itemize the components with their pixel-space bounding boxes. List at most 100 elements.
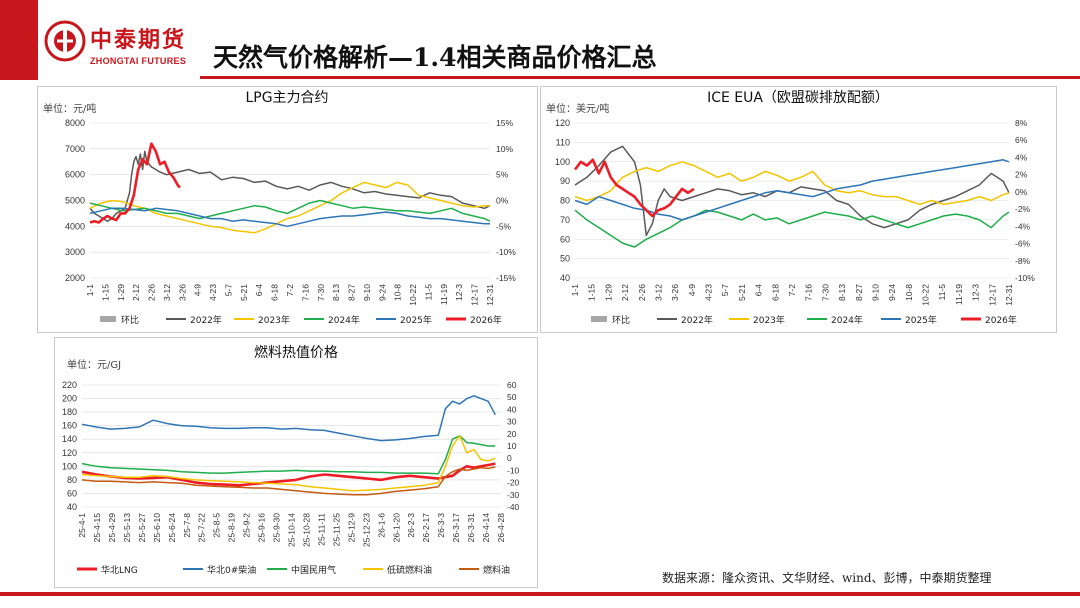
legend-label: 2026年 xyxy=(985,314,1017,326)
data-source: 数据来源：隆众资讯、文华财经、wind、彭博，中泰期货整理 xyxy=(662,571,992,585)
legend-label: 2024年 xyxy=(831,314,863,326)
x-tick-label: 25-10-28 xyxy=(301,513,311,547)
x-tick-label: 1-29 xyxy=(603,284,613,301)
y2-tick-label: 50 xyxy=(507,392,517,402)
x-tick-label: 25-5-27 xyxy=(137,513,147,543)
x-tick-label: 26-1-6 xyxy=(376,513,386,538)
legend-label: 环比 xyxy=(612,314,630,326)
x-tick-label: 2-26 xyxy=(147,284,157,301)
x-tick-label: 12-31 xyxy=(1004,284,1014,306)
x-tick-label: 2-12 xyxy=(620,284,630,301)
x-tick-label: 4-9 xyxy=(687,284,697,297)
brand-bar xyxy=(0,0,38,80)
unit-label: 单位：美元/吨 xyxy=(546,102,609,115)
y-tick-label: 160 xyxy=(62,421,77,431)
y-tick-label: 2000 xyxy=(65,273,85,283)
y-tick-label: 120 xyxy=(62,448,77,458)
series-line-2026年 xyxy=(89,142,181,224)
x-tick-label: 1-29 xyxy=(116,284,126,301)
x-tick-label: 10-22 xyxy=(921,284,931,306)
x-tick-label: 9-24 xyxy=(377,284,387,301)
legend-label: 2022年 xyxy=(190,314,222,326)
legend-label: 2026年 xyxy=(470,314,502,326)
y2-tick-label: -30 xyxy=(507,490,520,500)
x-tick-label: 9-24 xyxy=(887,284,897,301)
y-tick-label: 180 xyxy=(62,407,77,417)
y2-tick-label: -4% xyxy=(1015,221,1031,231)
y-tick-label: 90 xyxy=(560,176,570,186)
series-line-2023年 xyxy=(89,181,490,234)
x-tick-label: 26-2-3 xyxy=(406,513,416,538)
legend-label: 2024年 xyxy=(328,314,360,326)
y-tick-label: 40 xyxy=(67,502,77,512)
x-tick-label: 2-26 xyxy=(637,284,647,301)
y-tick-label: 80 xyxy=(67,475,77,485)
y-tick-label: 100 xyxy=(62,461,77,471)
x-tick-label: 26-3-17 xyxy=(451,513,461,543)
legend-label: 华北0#柴油 xyxy=(207,564,256,576)
x-tick-label: 25-9-30 xyxy=(272,513,282,543)
x-tick-label: 3-26 xyxy=(177,284,187,301)
x-tick-label: 8-27 xyxy=(347,284,357,301)
y-tick-label: 6000 xyxy=(65,170,85,180)
chart-content: ICE EUA（欧盟碳排放配额） 单位：美元/吨 120 110 100 90 80 70 60… xyxy=(546,90,1035,326)
x-tick-label: 5-7 xyxy=(720,284,730,297)
y2-tick-label: 15% xyxy=(496,118,513,128)
x-tick-label: 10-22 xyxy=(408,284,418,306)
y-tick-label: 140 xyxy=(62,434,77,444)
x-tick-label: 26-1-20 xyxy=(391,513,401,543)
x-tick-label: 6-4 xyxy=(254,284,264,297)
y2-tick-label: -5% xyxy=(496,221,512,231)
x-tick-label: 12-31 xyxy=(485,284,495,306)
legend-label: 2023年 xyxy=(258,314,290,326)
series-line-2025年 xyxy=(89,207,490,228)
x-tick-label: 7-16 xyxy=(804,284,814,301)
y-tick-label: 100 xyxy=(555,157,570,167)
chart-panel-lpg: LPG主力合约 单位：元/吨 8000 7000 6000 5000 4000 3000 200… xyxy=(37,86,538,333)
title-divider xyxy=(200,76,1080,79)
y2-tick-label: 40 xyxy=(507,404,517,414)
page-title: 天然气价格解析—1.4相关商品价格汇总 xyxy=(213,43,657,72)
x-tick-label: 7-16 xyxy=(300,284,310,301)
x-tick-label: 5-21 xyxy=(737,284,747,301)
x-tick-label: 25-6-24 xyxy=(167,513,177,543)
unit-label: 单位：元/吨 xyxy=(43,102,96,115)
y2-tick-label: 60 xyxy=(507,380,517,390)
y-tick-label: 3000 xyxy=(65,247,85,257)
x-tick-label: 8-13 xyxy=(331,284,341,301)
y2-tick-label: 4% xyxy=(1015,152,1028,162)
y2-tick-label: 30 xyxy=(507,417,517,427)
legend-label: 2023年 xyxy=(753,314,785,326)
x-tick-label: 2-12 xyxy=(131,284,141,301)
x-tick-label: 25-11-25 xyxy=(331,513,341,547)
x-tick-label: 25-12-9 xyxy=(346,513,356,543)
chart-panel-eua: ICE EUA（欧盟碳排放配额） 单位：美元/吨 120 110 100 90 80 70 60… xyxy=(540,86,1057,333)
unit-label: 单位：元/GJ xyxy=(67,358,121,371)
x-tick-label: 6-18 xyxy=(770,284,780,301)
legend-label: 燃料油 xyxy=(483,564,510,576)
y2-tick-label: 10% xyxy=(496,144,513,154)
x-tick-label: 4-9 xyxy=(193,284,203,297)
x-tick-label: 12-3 xyxy=(454,284,464,301)
bottom-divider xyxy=(0,592,1080,596)
y-tick-label: 70 xyxy=(560,215,570,225)
chart-title: ICE EUA（欧盟碳排放配额） xyxy=(707,90,889,106)
y2-tick-label: 6% xyxy=(1015,135,1028,145)
x-tick-label: 11-19 xyxy=(954,284,964,305)
y2-tick-label: 0 xyxy=(507,453,512,463)
y2-tick-label: 8% xyxy=(1015,118,1028,128)
x-tick-label: 11-5 xyxy=(937,284,947,301)
x-tick-label: 1-15 xyxy=(587,284,597,301)
chart-content: 燃料热值价格单位：元/GJ220200180160140120100806040… xyxy=(62,344,520,576)
x-tick-label: 26-4-28 xyxy=(496,513,506,543)
y2-tick-label: -2% xyxy=(1015,204,1031,214)
y-tick-label: 40 xyxy=(560,273,570,283)
y2-tick-label: 20 xyxy=(507,429,517,439)
series-line-燃料油 xyxy=(81,466,496,496)
x-tick-label: 7-30 xyxy=(820,284,830,301)
x-tick-label: 25-9-2 xyxy=(242,513,252,538)
y-tick-label: 7000 xyxy=(65,144,85,154)
x-tick-label: 12-17 xyxy=(987,284,997,306)
y2-tick-label: -10 xyxy=(507,465,520,475)
series-line-2026年 xyxy=(573,158,695,218)
